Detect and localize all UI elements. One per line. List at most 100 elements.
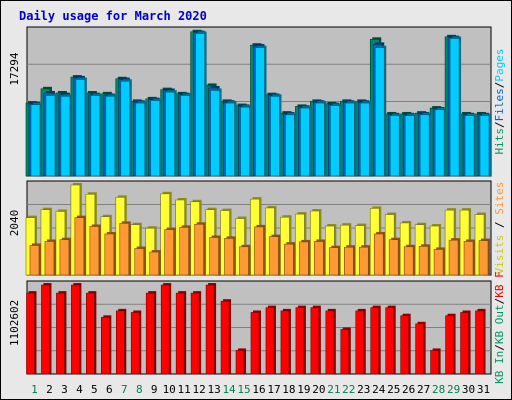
chart-title: Daily usage for March 2020 (19, 9, 207, 23)
x-tick-label: 7 (121, 383, 128, 396)
bot-bar-kb-f (310, 307, 320, 375)
top-legend-part: Files (493, 88, 506, 121)
bot-bar-kb-f (280, 310, 290, 375)
x-tick-label: 24 (372, 383, 386, 396)
mid-legend-part: Visits (493, 235, 506, 275)
mid-bar-sites (74, 217, 85, 276)
bot-bar-kb-f (71, 284, 80, 375)
top-bar-pages (389, 115, 400, 177)
mid-bar-sites (478, 240, 489, 276)
top-bar-pages (105, 96, 116, 177)
top-bar-pages (180, 95, 190, 177)
x-tick-label: 18 (282, 383, 295, 396)
bot-legend-part: KB Out (493, 304, 506, 344)
bot-bar-kb-f (445, 315, 454, 375)
bot-bar-kb-f (370, 307, 380, 375)
bot-bar-kb-f (355, 310, 365, 375)
mid-bar-sites (314, 241, 324, 276)
mid-legend-part: / (493, 215, 506, 235)
bot-bar-kb-f (86, 292, 95, 375)
bot-bar-kb-f (56, 292, 65, 375)
mid-bar-sites (89, 226, 100, 276)
x-tick-label: 31 (477, 383, 490, 396)
x-tick-label: 14 (222, 383, 236, 396)
top-bar-pages (90, 95, 101, 177)
x-tick-label: 16 (252, 383, 265, 396)
bot-bar-kb-f (265, 307, 275, 375)
bot-bar-kb-f (385, 307, 395, 375)
x-tick-label: 20 (312, 383, 325, 396)
top-legend-part: / (493, 82, 506, 89)
mid-bar-sites (29, 245, 40, 276)
top-bar-pages (75, 79, 86, 177)
top-legend-part: / (493, 121, 506, 128)
top-bar-pages (404, 115, 415, 177)
mid-bar-sites (284, 243, 294, 276)
mid-legend: Visits / Sites (493, 182, 506, 275)
mid-bar-sites (329, 247, 339, 276)
x-tick-label: 3 (61, 383, 68, 396)
x-tick-label: 26 (402, 383, 415, 396)
x-tick-label: 6 (106, 383, 113, 396)
top-bar-pages (285, 114, 295, 177)
bot-bar-kb-f (175, 292, 185, 375)
x-tick-label: 17 (267, 383, 280, 396)
mid-bar-sites (418, 246, 429, 276)
x-tick-label: 19 (297, 383, 310, 396)
top-bar-pages (479, 115, 490, 177)
x-tick-label: 27 (417, 383, 430, 396)
top-bar-pages (270, 96, 280, 177)
x-tick-label: 23 (357, 383, 370, 396)
x-tick-label: 9 (151, 383, 158, 396)
top-bar-pages (434, 109, 445, 177)
bot-bar-kb-f (160, 284, 170, 375)
mid-bar-sites (299, 241, 309, 276)
mid-bar-sites (433, 249, 444, 276)
top-bar-pages (210, 90, 220, 177)
mid-bar-sites (254, 226, 264, 276)
mid-max-label: 2040 (8, 210, 21, 237)
mid-bar-sites (149, 251, 160, 276)
mid-bar-sites (239, 246, 249, 276)
mid-bar-sites (209, 237, 219, 276)
x-tick-label: 22 (342, 383, 355, 396)
top-bar-pages (449, 38, 460, 177)
top-legend: Hits/Files/Pages (493, 49, 506, 155)
top-bar-pages (195, 33, 205, 177)
top-bar-pages (30, 104, 41, 177)
bot-legend-part: / (493, 298, 506, 305)
bot-legend: KB In/KB Out/KB F (493, 271, 506, 384)
bot-bar-kb-f (145, 292, 155, 375)
x-tick-label: 30 (462, 383, 475, 396)
x-tick-label: 12 (193, 383, 206, 396)
top-bar-pages (45, 95, 56, 177)
bot-legend-part: KB In (493, 351, 506, 384)
top-legend-part: Hits (493, 128, 506, 155)
bot-bar-kb-f (190, 292, 200, 375)
mid-bar-sites (59, 239, 70, 276)
top-bar-pages (464, 115, 475, 177)
x-tick-label: 1 (31, 383, 38, 396)
bot-bar-kb-f (415, 323, 424, 375)
x-tick-label: 28 (432, 383, 445, 396)
mid-bar-sites (119, 223, 130, 276)
bot-bar-kb-f (400, 315, 409, 375)
mid-bar-sites (104, 233, 115, 276)
mid-bar-sites (164, 229, 174, 276)
mid-bar-sites (269, 236, 279, 276)
x-tick-label: 13 (207, 383, 220, 396)
mid-bar-sites (463, 241, 474, 276)
top-bar-pages (374, 47, 385, 177)
bot-bar-kb-f (41, 284, 50, 375)
bot-bar-kb-f (295, 307, 305, 375)
mid-bar-sites (44, 241, 55, 276)
top-bar-pages (60, 96, 71, 177)
bot-bar-kb-f (115, 310, 125, 375)
x-tick-label: 29 (447, 383, 460, 396)
mid-bar-sites (224, 238, 234, 276)
bot-bar-kb-f (220, 300, 230, 375)
top-bar-pages (345, 102, 355, 177)
x-tick-label: 8 (136, 383, 143, 396)
